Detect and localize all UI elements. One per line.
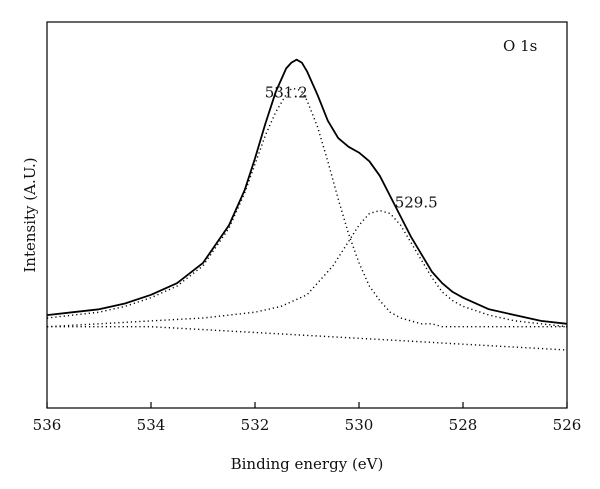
x-axis-title: Binding energy (eV): [231, 455, 384, 473]
annotation-layer: O 1s 531.2 529.5: [265, 37, 538, 212]
x-tick-label: 536: [33, 416, 62, 434]
x-tick-label: 530: [345, 416, 374, 434]
series-line-2: [46, 88, 567, 328]
x-tick-label: 534: [137, 416, 166, 434]
x-tick-label: 526: [553, 416, 582, 434]
tick-layer: 536 534 532 530 528 526: [33, 402, 582, 434]
series-layer: [46, 58, 568, 351]
x-tick-label: 528: [449, 416, 478, 434]
series-line-4: [47, 326, 568, 351]
x-tick-label: 532: [241, 416, 270, 434]
annotation-label: O 1s: [503, 37, 537, 55]
annotation-label: 529.5: [395, 194, 438, 212]
plot-frame: [46, 21, 568, 409]
series-line-1: [46, 58, 568, 325]
annotation-label: 531.2: [265, 83, 308, 101]
series-line-3: [46, 209, 568, 328]
y-axis-title: Intensity (A.U.): [21, 157, 39, 272]
